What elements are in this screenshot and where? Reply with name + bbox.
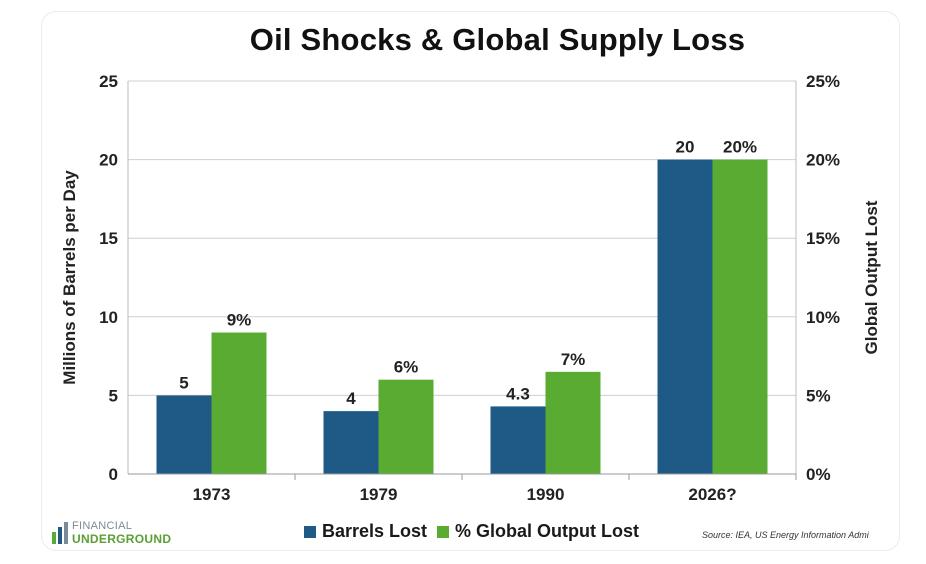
y2-axis-title: Global Output Lost (862, 200, 881, 354)
financial-underground-logo: FINANCIAL UNDERGROUND (50, 518, 190, 548)
y-tick-label: 25 (99, 72, 118, 91)
x-tick-label: 2026? (688, 485, 736, 504)
data-labels: 5 9% 4 6% 4.3 7% 20 20% (179, 138, 757, 409)
y-tick-label: 5 (109, 386, 118, 405)
bar-barrels-lost (323, 411, 379, 474)
legend-label-output: % Global Output Lost (455, 521, 640, 541)
logo-text-financial: FINANCIAL (72, 520, 133, 532)
bars (156, 159, 768, 474)
x-tick-label: 1990 (527, 485, 565, 504)
data-label: 6% (394, 358, 419, 377)
y-axis-title: Millions of Barrels per Day (60, 170, 79, 385)
data-label: 9% (227, 311, 252, 330)
bar-output-lost (378, 379, 434, 474)
bar-output-lost (545, 371, 601, 474)
source-note: Source: IEA, US Energy Information Admi (702, 530, 869, 540)
y-tick-label: 20 (99, 151, 118, 170)
logo-text-underground: UNDERGROUND (72, 532, 172, 546)
legend-swatch-barrels (304, 525, 316, 538)
axes: 0 0% 5 5% 10 10% 15 15% 20 20% 25 25% 1973 1979 1990 20… (60, 72, 881, 504)
chart-title: Oil Shocks & Global Supply Loss (249, 22, 746, 57)
bar-barrels-lost (657, 159, 713, 474)
data-label: 5 (179, 373, 188, 392)
bar-barrels-lost (156, 395, 212, 474)
y2-tick-label: 5% (806, 386, 831, 405)
y2-tick-label: 25% (806, 72, 840, 91)
y2-tick-label: 20% (806, 151, 840, 170)
data-label: 4 (346, 389, 356, 408)
bar-output-lost (211, 332, 267, 474)
logo-bars-icon (52, 522, 68, 544)
y-tick-label: 10 (99, 308, 118, 327)
legend: Barrels Lost % Global Output Lost (304, 521, 639, 542)
y2-tick-label: 0% (806, 465, 831, 484)
data-label: 20% (723, 138, 757, 157)
y2-tick-label: 15% (806, 229, 840, 248)
data-label: 4.3 (506, 384, 530, 403)
bar-barrels-lost (490, 406, 546, 474)
legend-label-barrels: Barrels Lost (322, 521, 428, 541)
x-tick-label: 1973 (193, 485, 231, 504)
data-label: 20 (676, 138, 695, 157)
y-tick-label: 15 (99, 229, 118, 248)
y2-tick-label: 10% (806, 308, 840, 327)
data-label: 7% (561, 350, 586, 369)
x-tick-label: 1979 (360, 485, 398, 504)
legend-swatch-output (437, 525, 450, 538)
y-tick-label: 0 (109, 465, 118, 484)
bar-output-lost (712, 159, 768, 474)
